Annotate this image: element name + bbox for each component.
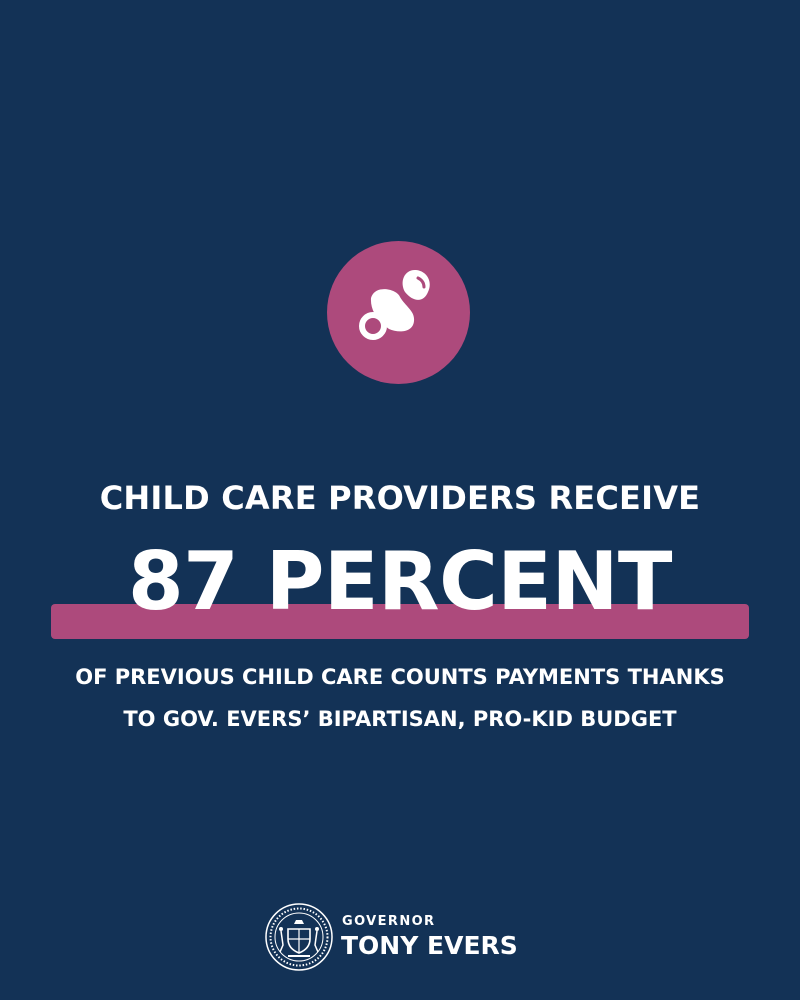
governor-signature: GOVERNOR TONY EVERS bbox=[264, 902, 544, 974]
pacifier-icon bbox=[359, 269, 430, 340]
stat-underline bbox=[51, 604, 749, 639]
stat-block: 87 PERCENT bbox=[0, 534, 800, 644]
stat-value: 87 PERCENT bbox=[128, 535, 672, 628]
pacifier-icon-circle bbox=[327, 241, 470, 384]
governor-title: GOVERNOR bbox=[342, 914, 436, 929]
governor-name: TONY EVERS bbox=[341, 931, 518, 960]
subline-line-1: OF PREVIOUS CHILD CARE COUNTS PAYMENTS T… bbox=[75, 665, 725, 689]
state-seal-icon bbox=[265, 903, 333, 971]
headline: CHILD CARE PROVIDERS RECEIVE bbox=[99, 479, 701, 517]
subline-line-2: TO GOV. EVERS’ BIPARTISAN, PRO-KID BUDGE… bbox=[123, 707, 677, 731]
